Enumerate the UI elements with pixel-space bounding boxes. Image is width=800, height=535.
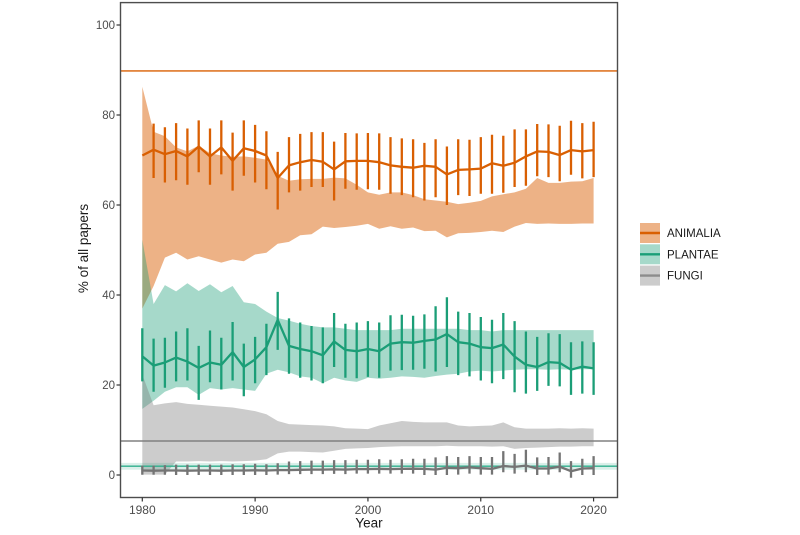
svg-text:PLANTAE: PLANTAE: [667, 249, 719, 261]
svg-text:1980: 1980: [129, 503, 156, 517]
svg-text:2000: 2000: [355, 503, 382, 517]
svg-text:FUNGI: FUNGI: [667, 271, 703, 283]
svg-text:40: 40: [102, 290, 115, 302]
svg-text:2010: 2010: [467, 503, 494, 517]
svg-text:100: 100: [96, 20, 115, 32]
svg-text:0: 0: [109, 470, 115, 482]
svg-text:Year: Year: [355, 516, 383, 531]
svg-text:ANIMALIA: ANIMALIA: [667, 228, 721, 240]
svg-text:1990: 1990: [242, 503, 269, 517]
svg-text:80: 80: [102, 110, 115, 122]
svg-text:60: 60: [102, 200, 115, 212]
svg-text:% of all papers: % of all papers: [76, 204, 91, 294]
svg-text:2020: 2020: [580, 503, 607, 517]
svg-text:20: 20: [102, 380, 115, 392]
